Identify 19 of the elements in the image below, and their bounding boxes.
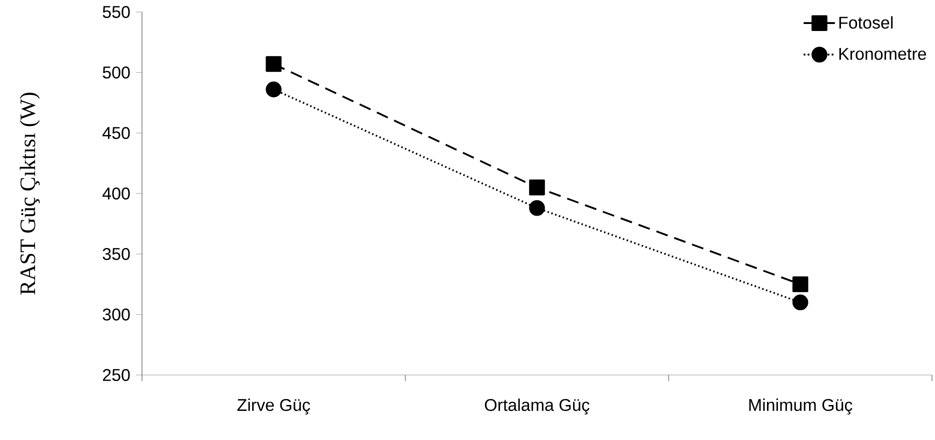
point [266, 56, 282, 72]
point [529, 180, 545, 196]
point [792, 294, 808, 310]
y-tick-label: 400 [102, 187, 130, 200]
x-tick-label: Minimum Güç [749, 398, 852, 414]
legend-label: Fotosel [839, 16, 893, 29]
y-tick-label: 500 [102, 66, 130, 79]
y-tick-label: 450 [102, 126, 130, 140]
y-tick-label: 250 [102, 368, 130, 382]
y-axis-title: RAST Güç Çıktısı (W) [20, 92, 40, 295]
x-tick-label: Ortalama Güç [484, 398, 590, 414]
legend-label: Kronometre [839, 48, 926, 60]
y-tick-label: 300 [102, 308, 130, 321]
y-tick-label: 550 [102, 6, 130, 18]
y-tick-label: 350 [102, 248, 130, 260]
point [792, 276, 808, 292]
x-tick-label: Zirve Güç [237, 398, 310, 414]
point [266, 82, 282, 98]
point [529, 200, 545, 216]
